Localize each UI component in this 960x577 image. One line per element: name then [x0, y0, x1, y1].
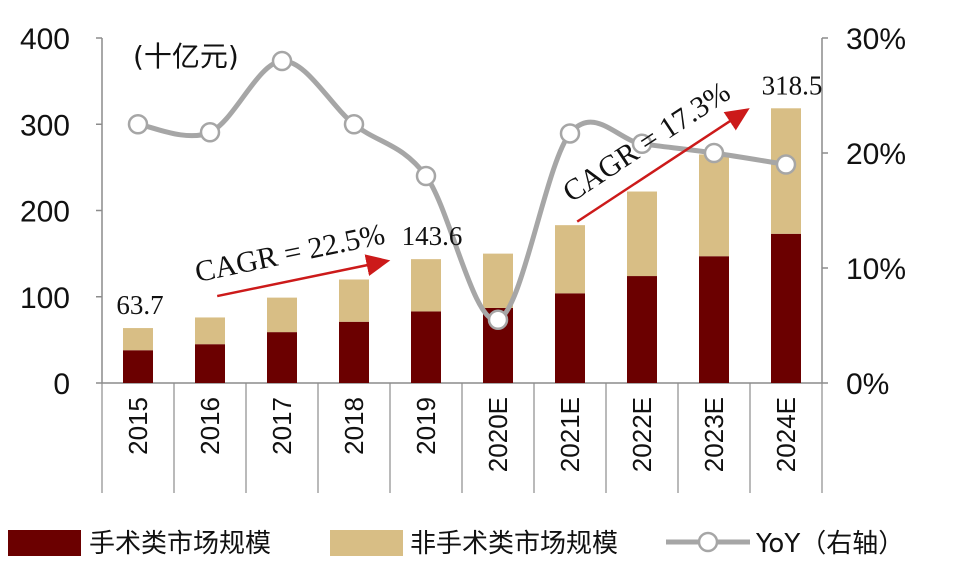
- y-left-tick-label: 400: [20, 23, 70, 56]
- bar-surgical: [123, 350, 153, 383]
- legend-label-yoy: YoY（右轴）: [755, 529, 904, 559]
- chart-axes: 0 100 200 300 400 0% 10% 20% 30% 2015 2016 2017 2018…: [20, 23, 906, 493]
- bar-non-surgical: [699, 154, 729, 257]
- total-data-label: 63.7: [116, 290, 163, 320]
- y-left-tick-label: 300: [20, 109, 70, 142]
- y-right-tick-label: 20%: [846, 138, 906, 171]
- y-left-tick-label: 200: [20, 196, 70, 229]
- bar-surgical: [627, 276, 657, 383]
- x-tick-label: 2019: [411, 397, 441, 455]
- x-tick-label: 2020E: [483, 397, 513, 472]
- y-right-tick-label: 0%: [846, 368, 889, 401]
- total-data-label: 143.6: [402, 221, 463, 251]
- data-label-layer: 63.7 143.6 318.5: [116, 70, 822, 320]
- bar-non-surgical: [555, 225, 585, 294]
- x-tick-label: 2023E: [699, 397, 729, 472]
- unit-label: (十亿元): [133, 40, 239, 73]
- cagr-label: CAGR = 22.5%: [192, 218, 387, 289]
- yoy-point: [703, 142, 725, 164]
- x-tick-label: 2015: [123, 397, 153, 455]
- yoy-point: [199, 122, 221, 143]
- bar-non-surgical: [627, 191, 657, 277]
- bar-surgical: [339, 321, 369, 383]
- legend-swatch-non-surgical: [330, 530, 403, 556]
- legend: 手术类市场规模 非手术类市场规模 YoY（右轴）: [8, 529, 904, 559]
- y-right-tick-label: 10%: [846, 253, 906, 286]
- yoy-point: [271, 50, 293, 72]
- bar-surgical: [267, 332, 297, 383]
- bar-non-surgical: [411, 259, 441, 312]
- bar-non-surgical: [267, 297, 297, 333]
- bar-non-surgical: [123, 328, 153, 351]
- x-tick-label: 2016: [195, 397, 225, 455]
- bar-surgical: [771, 233, 801, 383]
- y-right-tick-label: 30%: [846, 23, 906, 56]
- x-tick-label: 2022E: [627, 397, 657, 472]
- legend-label-non-surgical: 非手术类市场规模: [410, 529, 618, 559]
- yoy-point: [559, 123, 581, 144]
- bar-surgical: [555, 293, 585, 383]
- yoy-point: [415, 165, 437, 187]
- legend-swatch-surgical: [8, 530, 81, 556]
- bar-non-surgical: [483, 253, 513, 308]
- yoy-line-layer: [127, 50, 797, 330]
- y-left-tick-label: 100: [20, 282, 70, 315]
- x-tick-label: 2018: [339, 397, 369, 455]
- cagr-arrow: [576, 108, 750, 223]
- bar-surgical: [195, 344, 225, 383]
- yoy-point: [775, 154, 797, 175]
- bar-surgical: [411, 311, 441, 383]
- x-tick-label: 2024E: [771, 397, 801, 472]
- yoy-point: [487, 309, 509, 330]
- x-tick-label: 2017: [267, 397, 297, 455]
- bar-non-surgical: [339, 279, 369, 322]
- yoy-point: [343, 114, 365, 135]
- legend-label-surgical: 手术类市场规模: [89, 529, 271, 559]
- yoy-line: [137, 58, 787, 323]
- cagr-arrow: [216, 254, 391, 298]
- bar-non-surgical: [195, 317, 225, 345]
- bar-layer: [123, 108, 801, 383]
- annotation-layer: CAGR = 22.5%CAGR = 17.3%: [192, 75, 750, 298]
- total-data-label: 318.5: [762, 70, 823, 100]
- yoy-point: [127, 114, 149, 135]
- yoy-point: [631, 133, 653, 155]
- legend-marker-yoy: [697, 531, 719, 553]
- y-left-tick-label: 0: [53, 368, 70, 401]
- x-tick-label: 2021E: [555, 397, 585, 472]
- bar-surgical: [699, 256, 729, 383]
